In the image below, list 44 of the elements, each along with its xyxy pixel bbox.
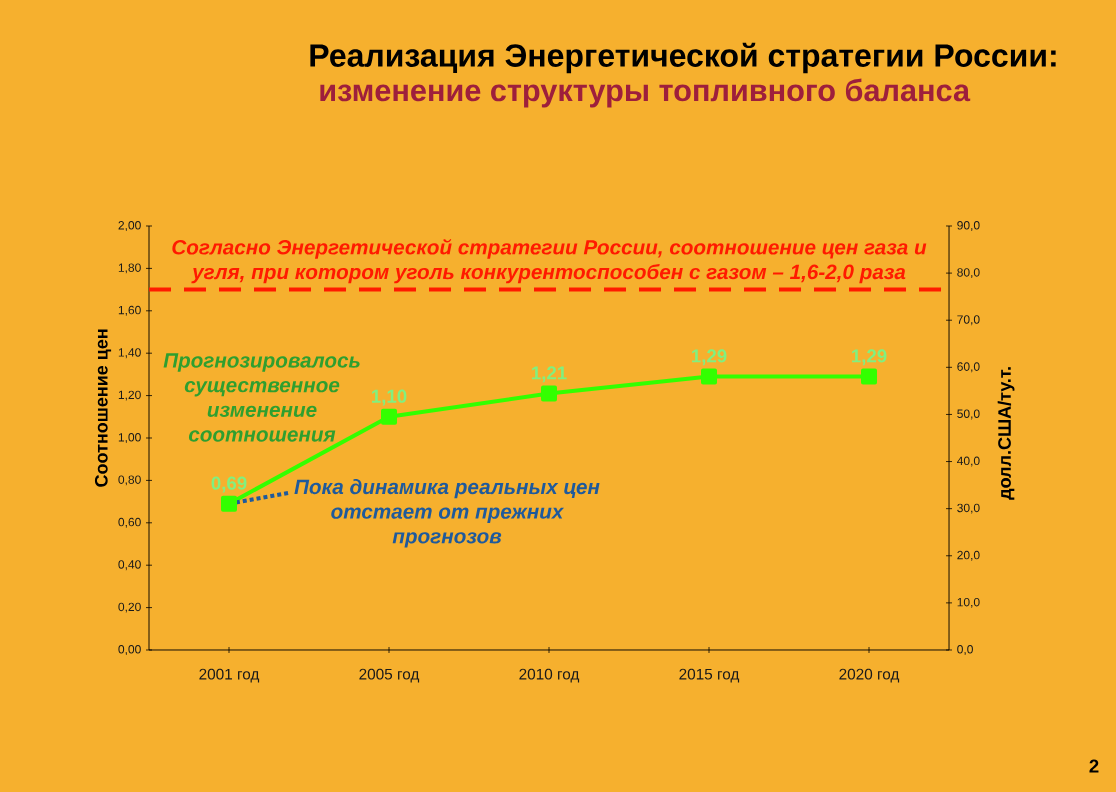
y2-tick-label: 20,0 bbox=[957, 550, 980, 561]
data-label: 1,10 bbox=[372, 389, 407, 406]
ref-line-label: Согласно Энергетической стратегии России, соотношение цен газа и угля, при котором уголь конкурентоспособен с газом – 1,6-2,0 раза bbox=[172, 238, 927, 284]
annotation: Прогнозировалось существенное изменение соотношения bbox=[163, 353, 360, 442]
point bbox=[701, 368, 718, 385]
point bbox=[541, 385, 558, 402]
point bbox=[381, 408, 398, 425]
chart-subtitle: изменение структуры топливного баланса bbox=[320, 78, 971, 108]
y2-tick-label: 40,0 bbox=[957, 456, 980, 467]
y2-axis-title: долл.США/ту.т. bbox=[997, 367, 1015, 500]
y-axis-title: Соотношение цен bbox=[94, 329, 112, 487]
y2-tick-label: 70,0 bbox=[957, 315, 980, 326]
y-tick-label: 0,80 bbox=[118, 475, 141, 486]
x-tick-label: 2015 год bbox=[679, 668, 740, 683]
point bbox=[861, 368, 878, 385]
y2-tick-label: 60,0 bbox=[957, 362, 980, 373]
chart-title: Реализация Энергетической стратегии России: bbox=[310, 42, 1056, 74]
y-tick-label: 1,60 bbox=[118, 305, 141, 316]
x-tick-label: 2010 год bbox=[519, 668, 580, 683]
point bbox=[221, 495, 237, 512]
y2-tick-label: 90,0 bbox=[957, 221, 980, 231]
data-label: 1,21 bbox=[532, 366, 567, 383]
y-tick-label: 2,00 bbox=[118, 221, 141, 231]
y-tick-label: 1,40 bbox=[118, 348, 141, 359]
text: 2 bbox=[1089, 759, 1099, 773]
y2-tick-label: 0,0 bbox=[957, 645, 973, 655]
annotation: Пока динамика реальных цен отстает от прежних прогнозов bbox=[294, 478, 600, 548]
y2-tick-label: 50,0 bbox=[957, 409, 980, 420]
y-tick-label: 0,20 bbox=[118, 602, 141, 613]
x-tick-label: 2005 год bbox=[359, 668, 420, 683]
x-tick-label: 2020 год bbox=[839, 668, 900, 683]
y-tick-label: 1,20 bbox=[118, 390, 141, 401]
y2-tick-label: 80,0 bbox=[957, 268, 980, 279]
y-tick-label: 1,80 bbox=[118, 263, 141, 274]
y2-tick-label: 10,0 bbox=[957, 597, 980, 608]
data-label: 1,29 bbox=[852, 349, 887, 366]
data-label: 0,69 bbox=[211, 476, 247, 493]
x-tick-label: 2001 год bbox=[199, 668, 260, 683]
y-tick-label: 1,00 bbox=[118, 433, 141, 443]
y2-tick-label: 30,0 bbox=[957, 503, 980, 514]
y-tick-label: 0,60 bbox=[118, 517, 141, 528]
data-label: 1,29 bbox=[692, 349, 727, 366]
y-tick-label: 0,00 bbox=[118, 645, 141, 655]
y-tick-label: 0,40 bbox=[118, 560, 141, 571]
